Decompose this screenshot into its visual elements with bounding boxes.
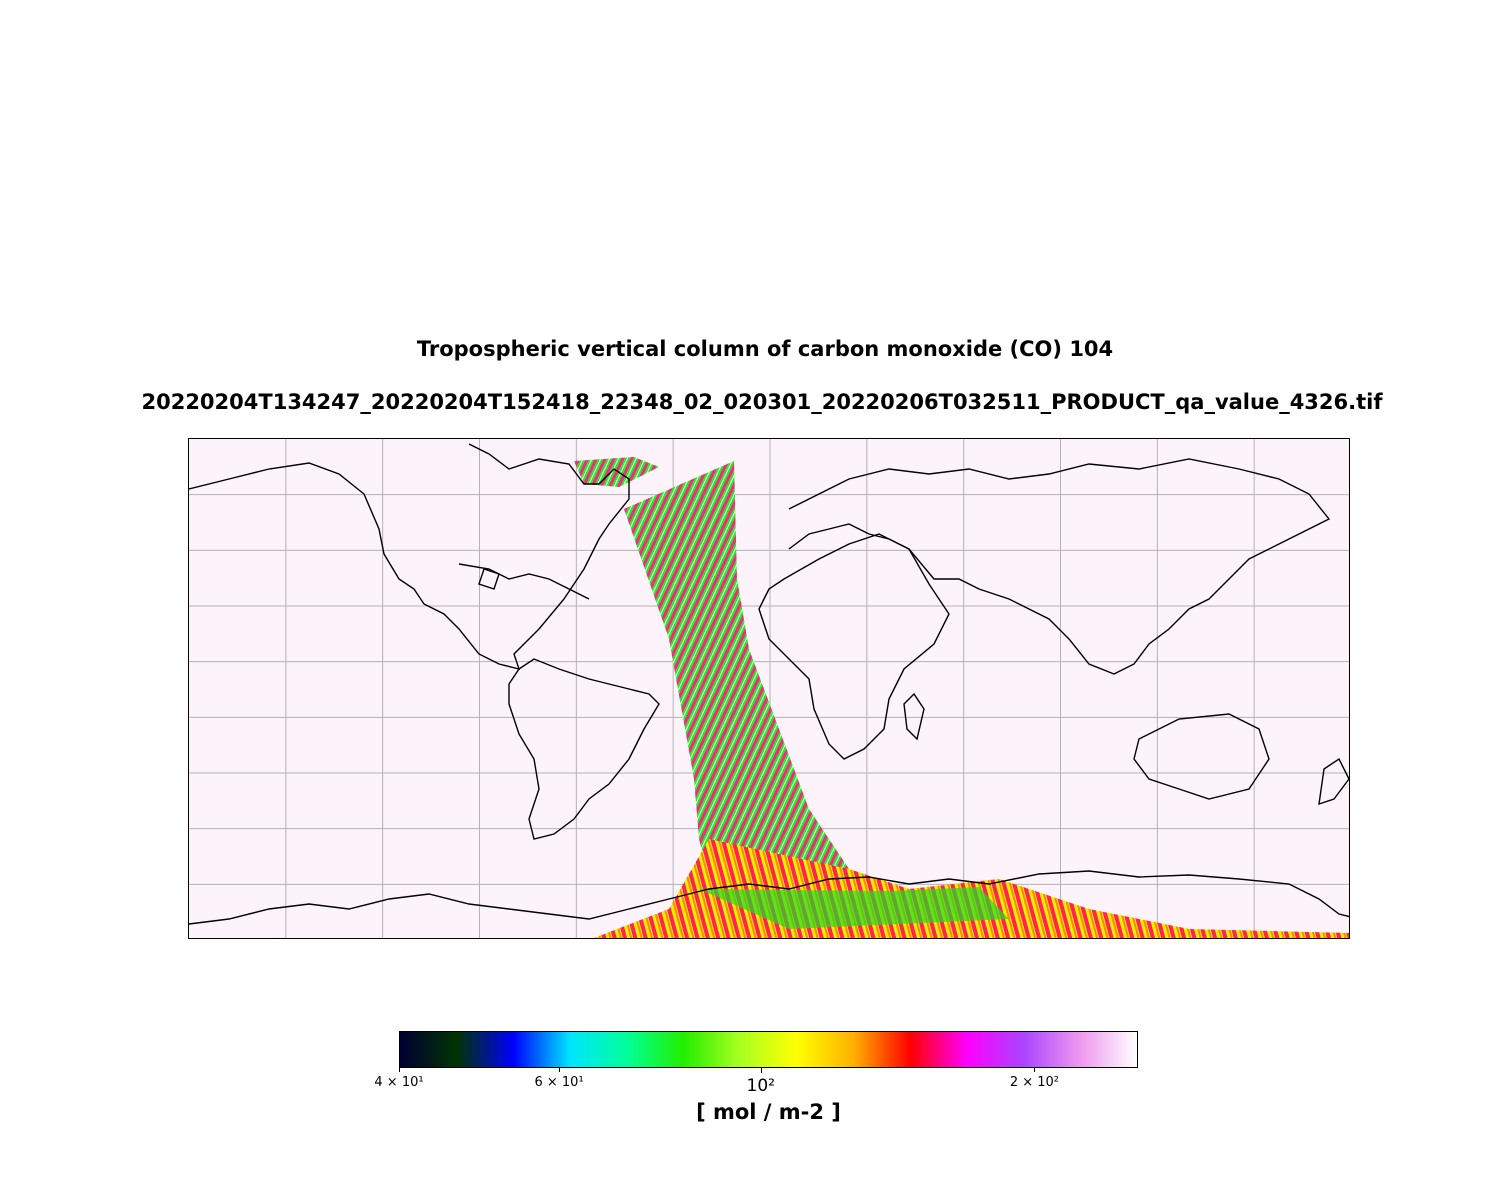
chart-subtitle-filename: 20220204T134247_20220204T152418_22348_02… (141, 390, 1383, 414)
colorbar-tick-label: 6 × 10¹ (534, 1075, 584, 1090)
colorbar-tick-mark (399, 1068, 400, 1072)
colorbar-tick-label: 10² (746, 1076, 775, 1096)
chart-title: Tropospheric vertical column of carbon m… (416, 337, 1114, 361)
colorbar-tick-label: 4 × 10¹ (374, 1075, 424, 1090)
colorbar-label: [ mol / m-2 ] (696, 1100, 841, 1124)
world-map (189, 439, 1349, 938)
colorbar-tick-label: 2 × 10² (1009, 1075, 1059, 1090)
colorbar-tick-mark (760, 1068, 762, 1073)
co-data-swath (574, 457, 1349, 938)
colorbar-tick-mark (559, 1068, 561, 1072)
colorbar (399, 1031, 1138, 1068)
colorbar-tick-mark (1034, 1068, 1036, 1072)
coastlines (189, 443, 1349, 925)
map-plot-area (188, 438, 1350, 939)
